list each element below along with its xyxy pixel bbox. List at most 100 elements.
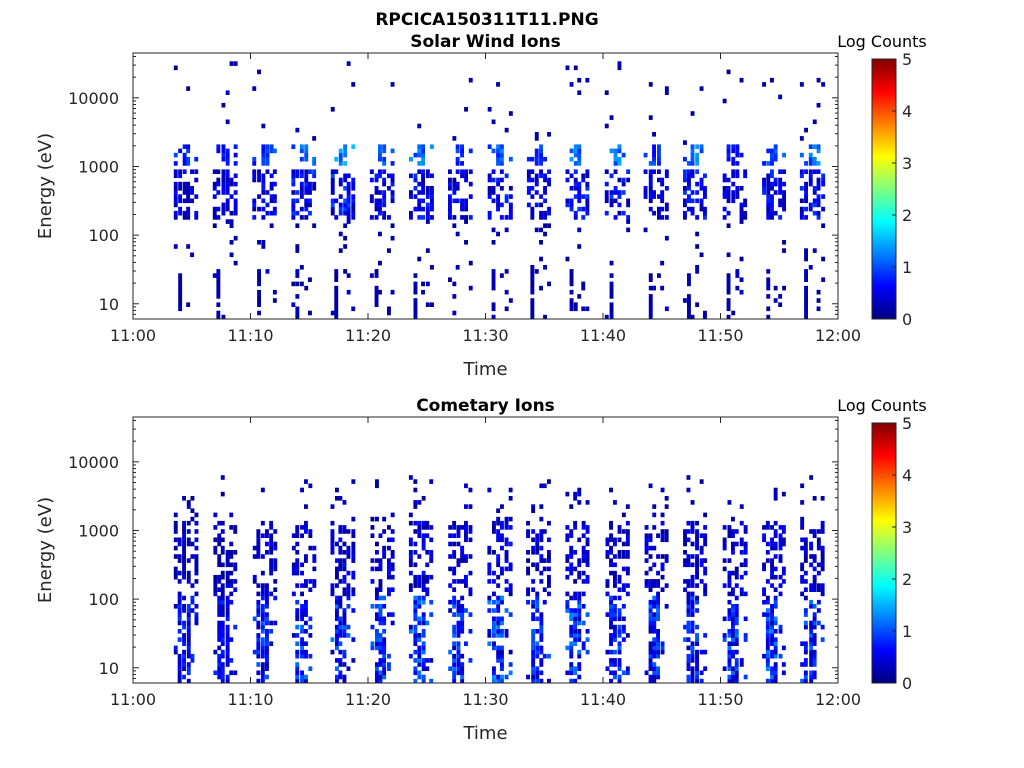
heatmap-cell xyxy=(194,529,199,534)
heatmap-cell xyxy=(690,579,695,584)
heatmap-cell xyxy=(683,177,687,183)
heatmap-cell xyxy=(338,496,343,501)
heatmap-cell xyxy=(804,181,808,187)
heatmap-cell xyxy=(382,177,387,183)
heatmap-cell xyxy=(409,173,413,179)
heatmap-cell xyxy=(535,550,540,555)
heatmap-cell xyxy=(496,674,501,680)
heatmap-cell xyxy=(531,599,536,605)
heatmap-cell xyxy=(425,190,430,195)
heatmap-cell xyxy=(269,570,274,576)
heatmap-cell xyxy=(766,202,771,208)
heatmap-cell xyxy=(351,144,356,149)
heatmap-cell xyxy=(460,144,464,149)
heatmap-cell xyxy=(686,595,691,601)
heatmap-cell xyxy=(577,198,582,204)
heatmap-cell xyxy=(660,285,665,291)
heatmap-cell xyxy=(565,533,570,538)
heatmap-cell xyxy=(421,148,425,154)
heatmap-cell xyxy=(821,82,826,87)
heatmap-cell xyxy=(452,579,457,584)
heatmap-cell xyxy=(374,298,379,303)
heatmap-cell xyxy=(782,169,786,174)
heatmap-cell xyxy=(625,520,630,526)
heatmap-cell xyxy=(342,616,347,622)
heatmap-cell xyxy=(265,674,269,680)
heatmap-cell xyxy=(460,579,465,584)
heatmap-cell xyxy=(821,223,826,228)
heatmap-cell xyxy=(585,612,590,617)
heatmap-cell xyxy=(731,190,736,195)
heatmap-cell xyxy=(535,541,540,547)
heatmap-cell xyxy=(448,181,452,187)
heatmap-cell xyxy=(500,666,504,671)
heatmap-cell xyxy=(565,177,570,183)
heatmap-cell xyxy=(703,541,708,547)
heatmap-cell xyxy=(535,608,540,613)
heatmap-cell xyxy=(695,662,699,667)
heatmap-cell xyxy=(260,608,265,613)
heatmap-cell xyxy=(265,210,270,216)
heatmap-cell xyxy=(487,545,492,551)
heatmap-cell xyxy=(821,173,826,179)
heatmap-cell xyxy=(773,587,778,592)
heatmap-cell xyxy=(217,537,222,543)
figure-title: RPCICA150311T11.PNG xyxy=(375,10,598,30)
heatmap-cell xyxy=(387,574,391,580)
heatmap-cell xyxy=(581,215,586,220)
heatmap-cell xyxy=(229,223,234,228)
heatmap-cell xyxy=(621,629,626,634)
heatmap-cell xyxy=(225,678,230,684)
heatmap-cell xyxy=(734,566,739,572)
heatmap-cell xyxy=(547,177,551,183)
heatmap-cell xyxy=(330,591,335,597)
heatmap-cell xyxy=(417,190,422,195)
heatmap-cell xyxy=(621,210,626,216)
heatmap-cell xyxy=(308,190,312,195)
heatmap-cell xyxy=(220,570,225,576)
heatmap-cell xyxy=(539,240,543,245)
heatmap-cell xyxy=(534,148,539,154)
heatmap-cell xyxy=(177,579,182,584)
heatmap-cell xyxy=(821,194,826,199)
heatmap-cell xyxy=(260,583,265,588)
heatmap-cell xyxy=(421,161,425,166)
heatmap-cell xyxy=(577,148,582,154)
heatmap-cell xyxy=(335,678,339,684)
x-tick-label: 11:00 xyxy=(110,690,156,709)
heatmap-cell xyxy=(413,520,418,526)
heatmap-cell xyxy=(765,641,770,646)
heatmap-cell xyxy=(194,579,199,584)
heatmap-cell xyxy=(408,512,413,518)
heatmap-cell xyxy=(690,604,695,609)
heatmap-cell xyxy=(531,504,536,509)
heatmap-cell xyxy=(300,583,304,588)
heatmap-cell xyxy=(269,550,274,555)
heatmap-cell xyxy=(648,579,653,584)
heatmap-cell xyxy=(766,190,771,195)
heatmap-cell xyxy=(295,533,300,538)
heatmap-cell xyxy=(387,545,391,551)
x-axis-label: Time xyxy=(462,359,507,380)
heatmap-cell xyxy=(177,666,182,671)
heatmap-cell xyxy=(816,570,821,576)
heatmap-cell xyxy=(778,198,783,204)
heatmap-cell xyxy=(531,645,536,651)
heatmap-cell xyxy=(378,641,383,646)
heatmap-cell xyxy=(652,210,656,216)
heatmap-cell xyxy=(374,285,379,291)
heatmap-cell xyxy=(569,641,574,646)
heatmap-cell xyxy=(413,562,418,568)
heatmap-cell xyxy=(430,186,434,191)
heatmap-cell xyxy=(492,520,496,526)
heatmap-cell xyxy=(173,169,178,174)
heatmap-cell xyxy=(625,633,630,638)
heatmap-cell xyxy=(812,574,817,580)
heatmap-cell xyxy=(182,152,187,158)
heatmap-cell xyxy=(413,608,418,613)
heatmap-cell xyxy=(569,206,574,212)
heatmap-cell xyxy=(770,562,774,568)
heatmap-cell xyxy=(338,177,343,183)
heatmap-cell xyxy=(625,591,630,597)
heatmap-cell xyxy=(430,215,434,220)
